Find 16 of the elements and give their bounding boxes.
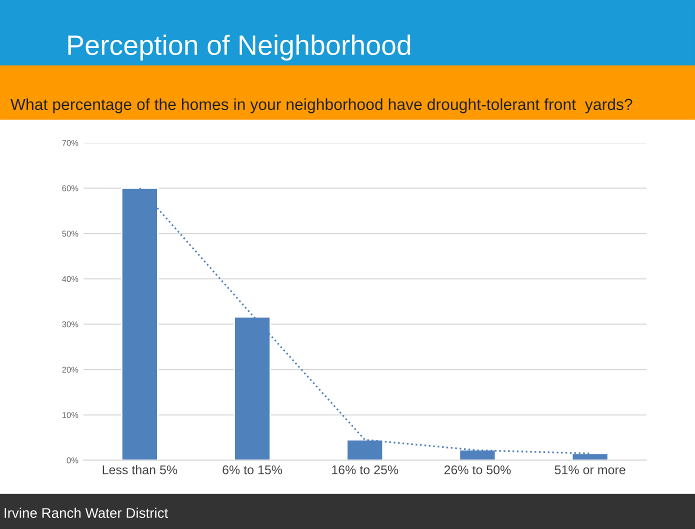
y-tick-label: 30% xyxy=(62,321,78,328)
x-tick-label: Less than 5% xyxy=(102,465,178,474)
x-tick-label: 26% to 50% xyxy=(444,465,511,474)
chart-subtitle: What percentage of the homes in your neighborhood have drought-tolerant front yards? xyxy=(10,98,632,114)
y-tick-label: 0% xyxy=(66,457,78,464)
y-tick-label: 10% xyxy=(62,412,78,418)
y-tick-label: 60% xyxy=(62,185,78,192)
x-tick-label: 51% or more xyxy=(554,465,626,474)
y-tick-label: 50% xyxy=(62,230,78,237)
y-tick-label: 20% xyxy=(62,366,78,373)
text: Irvine Ranch Water District xyxy=(4,508,168,518)
chart-title: Perception of Neighborhood xyxy=(68,34,410,61)
y-tick-label: 40% xyxy=(62,276,78,282)
y-tick-label: 70% xyxy=(62,140,78,146)
x-tick-label: 16% to 25% xyxy=(332,465,398,474)
x-tick-label: 6% to 15% xyxy=(222,465,282,474)
